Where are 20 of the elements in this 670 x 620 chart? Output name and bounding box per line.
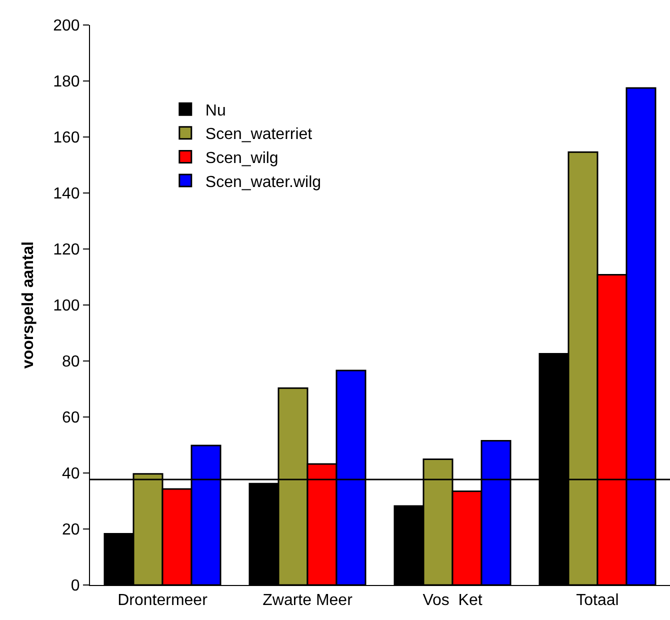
y-tick-label: 200	[53, 18, 80, 35]
y-tick-label: 80	[62, 354, 80, 371]
legend-label: Scen_wilg	[205, 150, 278, 167]
x-tick-label: Drontermeer	[118, 592, 208, 610]
x-tick-label: Totaal	[576, 592, 619, 610]
y-tick-label: 20	[62, 522, 80, 539]
y-tick-label: 60	[62, 410, 80, 427]
legend-label: Scen_water.wilg	[205, 174, 322, 191]
x-tick-label: Zwarte Meer	[262, 592, 354, 610]
legend-label: Nu	[205, 102, 226, 120]
y-tick-label: 180	[53, 74, 80, 91]
y-tick-label: 140	[53, 186, 80, 203]
y-tick-label: 0	[70, 578, 80, 595]
y-tick-label: 160	[53, 130, 80, 147]
y-tick-label: 40	[62, 466, 80, 483]
y-tick-label: 120	[53, 242, 80, 259]
x-tick-label: Vos Ket	[422, 592, 483, 610]
y-tick-label: 100	[53, 298, 80, 315]
legend-label: Scen_waterriet	[205, 126, 313, 144]
y-axis-title: voorspeld aantal	[20, 241, 37, 369]
